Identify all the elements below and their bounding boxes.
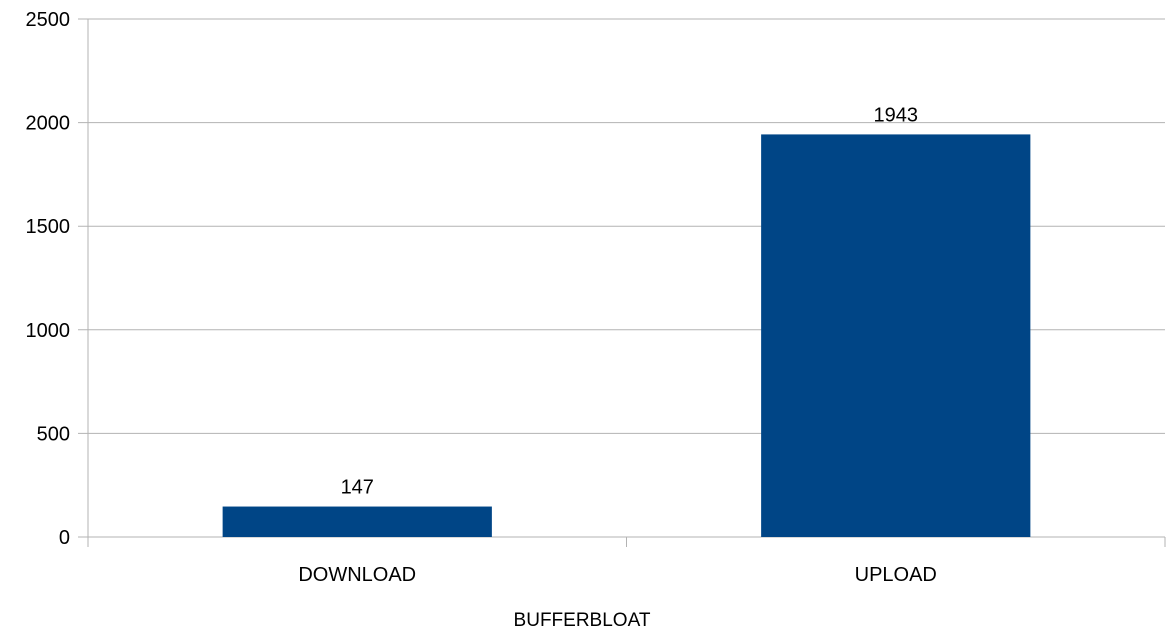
axes (87, 19, 1166, 547)
x-tick-label: UPLOAD (855, 564, 937, 586)
x-tick-label: DOWNLOAD (298, 564, 416, 586)
x-tick-labels: DOWNLOAD UPLOAD (298, 564, 937, 586)
y-tick-label: 2000 (26, 113, 71, 135)
y-tick-labels: 0 500 1000 1500 2000 2500 (26, 9, 71, 549)
y-tick-label: 2500 (26, 9, 71, 31)
bar-upload (761, 134, 1031, 537)
bar-download (222, 506, 492, 537)
y-tick-label: 500 (37, 423, 70, 445)
data-labels: 147 1943 (341, 104, 918, 498)
y-tick-label: 1000 (26, 320, 71, 342)
x-axis-title: BUFFERBLOAT (514, 610, 651, 631)
y-tick-label: 1500 (26, 216, 71, 238)
y-tick-label: 0 (59, 527, 70, 549)
bars (222, 134, 1031, 537)
data-label: 147 (341, 477, 374, 499)
data-label: 1943 (874, 104, 919, 126)
